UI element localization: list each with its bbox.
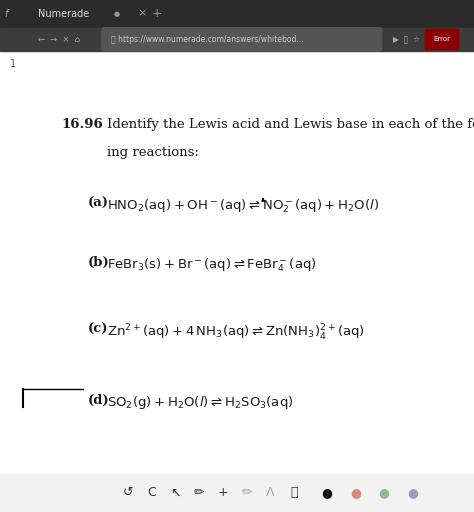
Text: ●: ● bbox=[407, 486, 418, 499]
Text: ↖: ↖ bbox=[170, 486, 181, 499]
Text: ●: ● bbox=[379, 486, 389, 499]
Text: Identify the Lewis acid and Lewis base in each of the follow-: Identify the Lewis acid and Lewis base i… bbox=[107, 118, 474, 131]
Text: (c): (c) bbox=[88, 323, 108, 335]
Bar bbox=[0, 28, 474, 51]
Text: Numerade: Numerade bbox=[38, 9, 89, 19]
Text: $\mathregular{Zn^{2+}(aq) + 4\,NH_3(aq) \rightleftharpoons Zn(NH_3)_4^{2+}(aq)}$: $\mathregular{Zn^{2+}(aq) + 4\,NH_3(aq) … bbox=[107, 323, 365, 343]
Text: ×: × bbox=[137, 9, 147, 19]
Text: ●: ● bbox=[350, 486, 361, 499]
Text: f: f bbox=[5, 9, 8, 19]
Bar bbox=[0, 474, 474, 512]
Text: $\mathregular{HNO_2(aq) + OH^-(aq) \rightleftharpoons NO_2^-(aq) + H_2O(\mathit{: $\mathregular{HNO_2(aq) + OH^-(aq) \righ… bbox=[107, 197, 379, 215]
Text: 🔒 https://www.numerade.com/answers/whitebod...: 🔒 https://www.numerade.com/answers/white… bbox=[111, 35, 304, 44]
Text: 🖼: 🖼 bbox=[290, 486, 298, 499]
Text: (a): (a) bbox=[88, 197, 109, 210]
Text: ing reactions:: ing reactions: bbox=[107, 146, 199, 159]
Text: ✏: ✏ bbox=[241, 486, 252, 499]
Text: C: C bbox=[147, 486, 156, 499]
Text: Λ: Λ bbox=[266, 486, 274, 499]
Text: 1: 1 bbox=[9, 59, 16, 69]
FancyBboxPatch shape bbox=[102, 28, 382, 51]
Bar bbox=[0, 0, 474, 28]
Text: 16.96: 16.96 bbox=[62, 118, 103, 131]
Text: ●: ● bbox=[114, 11, 120, 17]
Text: +: + bbox=[218, 486, 228, 499]
Text: Error: Error bbox=[434, 36, 451, 42]
Text: $\mathregular{FeBr_3(s) + Br^-(aq) \rightleftharpoons FeBr_4^-(aq)}$: $\mathregular{FeBr_3(s) + Br^-(aq) \righ… bbox=[107, 256, 316, 273]
Text: ✏: ✏ bbox=[194, 486, 204, 499]
Text: +: + bbox=[152, 7, 162, 20]
Text: ↺: ↺ bbox=[123, 486, 133, 499]
FancyBboxPatch shape bbox=[425, 29, 459, 50]
Text: ●: ● bbox=[322, 486, 332, 499]
Text: ▶  🔍  ☆: ▶ 🔍 ☆ bbox=[393, 35, 420, 44]
Text: ←  →  ×  ⌂: ← → × ⌂ bbox=[38, 35, 80, 44]
Text: (d): (d) bbox=[88, 394, 109, 407]
Text: $\mathregular{SO_2(g) + H_2O(\mathit{l}) \rightleftharpoons H_2SO_3(aq)}$: $\mathregular{SO_2(g) + H_2O(\mathit{l})… bbox=[107, 394, 293, 411]
Text: (b): (b) bbox=[88, 256, 109, 269]
